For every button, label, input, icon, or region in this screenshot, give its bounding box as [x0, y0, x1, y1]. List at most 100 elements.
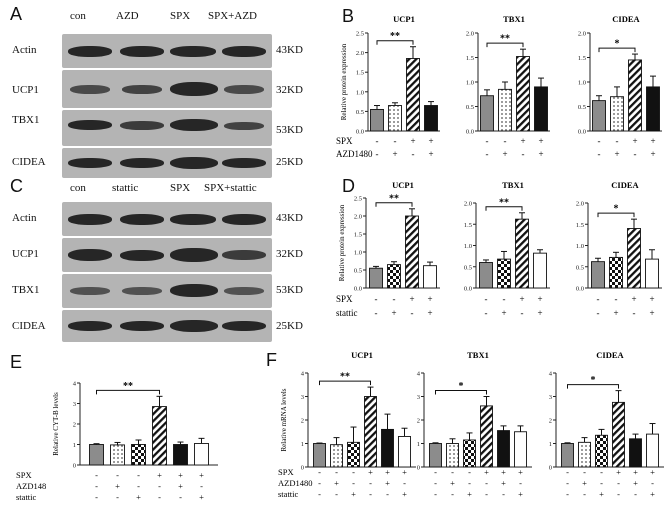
y-tick-label: 4	[73, 381, 77, 388]
treatment-mark: +	[649, 294, 654, 304]
significance-label: *	[614, 204, 619, 215]
y-tick-label: 2.0	[464, 201, 472, 208]
treatment-label: AZD148	[16, 481, 46, 491]
treatment-mark: -	[615, 294, 618, 304]
treatment-mark: +	[649, 308, 654, 318]
y-tick-label: 1.0	[356, 89, 364, 96]
blot-row-ucp1: UCP1 32KD	[8, 238, 303, 272]
treatment-mark: +	[428, 136, 433, 146]
treatment-mark: +	[616, 467, 621, 477]
treatment-mark: +	[613, 308, 618, 318]
bar	[480, 405, 493, 468]
band	[224, 122, 264, 130]
treatment-mark: -	[522, 149, 525, 159]
significance-label: *	[615, 39, 620, 50]
band	[170, 214, 216, 225]
panel-label-e: E	[10, 352, 23, 372]
treatment-mark: -	[95, 470, 98, 480]
protein-label: CIDEA	[12, 320, 46, 332]
treatment-mark: -	[583, 467, 586, 477]
y-tick-label: 1.0	[578, 80, 586, 87]
band	[170, 248, 218, 262]
treatment-mark: -	[158, 481, 161, 491]
y-tick-label: 1.0	[576, 243, 584, 250]
treatment-mark: -	[600, 467, 603, 477]
bar	[515, 218, 529, 289]
treatment-mark: -	[521, 308, 524, 318]
y-tick-label: 0	[417, 465, 420, 472]
significance-bracket	[435, 390, 487, 395]
bar	[497, 430, 510, 468]
lane-header: con	[70, 182, 86, 194]
treatment-mark: +	[409, 294, 414, 304]
bar	[381, 428, 394, 468]
chart-title: TBX1	[503, 14, 525, 24]
bar	[406, 58, 420, 132]
treatment-mark: +	[392, 149, 397, 159]
treatment-mark: +	[385, 467, 390, 477]
treatment-mark: -	[376, 149, 379, 159]
y-tick-label: 1	[301, 441, 304, 448]
treatment-mark: -	[451, 489, 454, 499]
treatment-mark: +	[136, 492, 141, 502]
bar	[646, 433, 659, 468]
lane-header: AZD	[116, 10, 139, 22]
chart-title: CIDEA	[611, 180, 639, 190]
y-tick-label: 1	[549, 441, 552, 448]
kd-label: 43KD	[276, 212, 303, 224]
treatment-mark: +	[650, 489, 655, 499]
panel-label-a: A	[10, 4, 23, 24]
treatment-mark: -	[412, 149, 415, 159]
treatment-mark: -	[335, 489, 338, 499]
y-tick-label: 0.5	[578, 104, 586, 111]
y-tick-label: 2.5	[354, 196, 362, 203]
membrane-strip	[62, 310, 272, 342]
bar	[152, 406, 167, 466]
treatment-mark: +	[520, 136, 525, 146]
y-tick-label: 0.5	[464, 264, 472, 271]
treatment-mark: -	[634, 149, 637, 159]
treatment-mark: +	[368, 467, 373, 477]
treatment-mark: +	[178, 481, 183, 491]
membrane-strip	[62, 34, 272, 68]
panel-label-c: C	[10, 176, 23, 196]
blot-row-ucp1: UCP1 32KD	[8, 70, 303, 108]
treatment-mark: -	[158, 492, 161, 502]
band	[70, 85, 110, 94]
y-tick-label: 1.0	[466, 80, 474, 87]
treatment-mark: -	[503, 294, 506, 304]
significance-bracket	[598, 47, 636, 53]
treatment-mark: -	[504, 136, 507, 146]
y-tick-label: 0.5	[576, 264, 584, 271]
bar	[370, 108, 384, 132]
bar	[423, 265, 437, 289]
y-tick-label: 0.5	[466, 104, 474, 111]
bar	[387, 264, 401, 289]
treatment-mark: +	[599, 489, 604, 499]
bar	[194, 443, 209, 466]
band	[122, 287, 162, 295]
significance-bracket	[375, 202, 413, 207]
treatment-mark: -	[486, 149, 489, 159]
bar	[313, 443, 326, 468]
band	[120, 321, 164, 331]
significance-bracket	[485, 206, 523, 211]
bar	[463, 439, 476, 468]
lane-header: SPX+AZD	[208, 10, 257, 22]
y-tick-label: 2	[301, 418, 304, 425]
treatment-mark: -	[598, 149, 601, 159]
treatment-mark: +	[519, 294, 524, 304]
bar	[533, 252, 547, 289]
treatment-mark: +	[518, 489, 523, 499]
bar	[609, 256, 623, 289]
kd-label: 32KD	[276, 84, 303, 96]
treatment-mark: -	[352, 467, 355, 477]
bar	[516, 56, 530, 132]
bar	[628, 59, 642, 132]
treatment-mark: -	[200, 481, 203, 491]
lane-header: SPX	[170, 10, 191, 22]
bar	[592, 100, 606, 132]
protein-label: UCP1	[12, 248, 39, 260]
kd-label: 43KD	[276, 44, 303, 56]
treatment-mark: +	[115, 481, 120, 491]
